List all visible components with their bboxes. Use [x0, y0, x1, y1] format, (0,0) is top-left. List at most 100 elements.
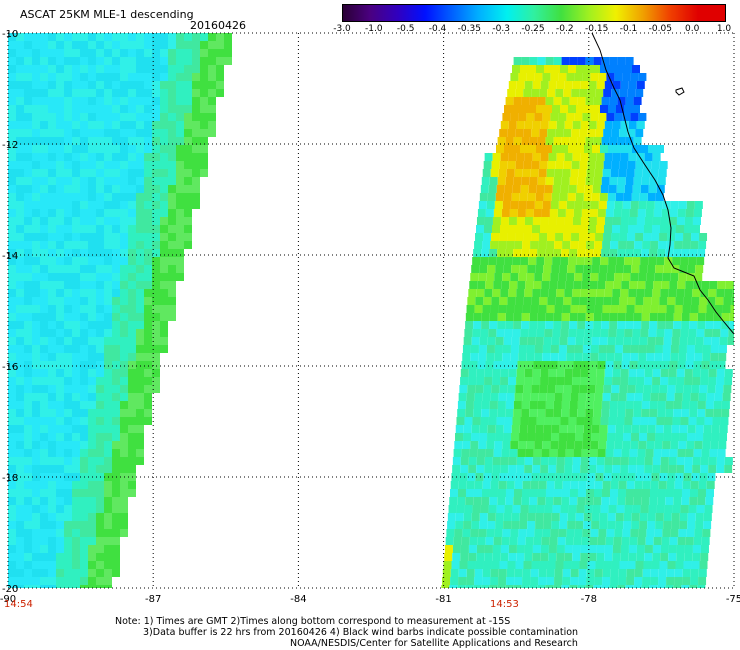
swath-cell-right	[588, 153, 597, 161]
swath-cell-right	[676, 553, 685, 561]
swath-cell-right	[532, 545, 541, 553]
swath-cell-right	[652, 545, 661, 553]
swath-cell-left	[32, 297, 40, 305]
swath-cell-left	[24, 553, 32, 561]
swath-cell-right	[632, 329, 641, 337]
swath-cell-left	[88, 257, 96, 265]
swath-cell-left	[144, 393, 152, 401]
swath-cell-right	[723, 297, 732, 305]
swath-cell-right	[553, 313, 562, 321]
swath-cell-right	[615, 513, 624, 521]
swath-cell-left	[88, 97, 96, 105]
swath-cell-left	[176, 49, 184, 57]
swath-cell-right	[610, 569, 619, 577]
swath-cell-right	[508, 465, 517, 473]
swath-cell-left	[32, 577, 40, 585]
swath-cell-right	[586, 305, 595, 313]
swath-cell-left	[104, 385, 112, 393]
swath-cell-left	[144, 361, 152, 369]
swath-cell-right	[569, 489, 578, 497]
swath-cell-left	[16, 441, 24, 449]
swath-cell-right	[628, 465, 637, 473]
swath-cell-left	[48, 49, 56, 57]
swath-cell-left	[144, 241, 152, 249]
swath-cell-right	[518, 441, 527, 449]
swath-cell-right	[532, 153, 541, 161]
swath-cell-right	[563, 473, 572, 481]
swath-cell-right	[495, 521, 504, 529]
swath-cell-right	[547, 561, 556, 569]
swath-cell-left	[144, 201, 152, 209]
swath-cell-left	[48, 169, 56, 177]
swath-cell-right	[505, 321, 514, 329]
swath-cell-left	[112, 465, 120, 473]
swath-cell-right	[589, 281, 598, 289]
swath-cell-left	[152, 121, 160, 129]
swath-cell-right	[620, 225, 628, 233]
swath-cell-right	[550, 273, 559, 281]
swath-cell-left	[152, 193, 160, 201]
swath-cell-right	[526, 113, 535, 121]
swath-cell-right	[556, 553, 565, 561]
swath-cell-right	[568, 105, 576, 113]
swath-cell-left	[56, 249, 64, 257]
swath-cell-left	[136, 33, 144, 41]
swath-cell-left	[152, 353, 160, 361]
swath-cell-right	[702, 441, 711, 449]
swath-cell-right	[515, 385, 524, 393]
swath-cell-left	[88, 481, 96, 489]
swath-cell-left	[200, 33, 208, 41]
swath-cell-left	[112, 521, 120, 529]
swath-cell-left	[88, 385, 96, 393]
swath-cell-left	[32, 313, 40, 321]
swath-cell-right	[600, 505, 609, 513]
swath-cell-left	[16, 369, 24, 377]
swath-cell-left	[72, 401, 80, 409]
swath-cell-right	[554, 393, 563, 401]
swath-cell-left	[80, 345, 88, 353]
swath-cell-right	[516, 81, 525, 89]
swath-cell-left	[112, 273, 120, 281]
swath-cell-right	[559, 337, 568, 345]
swath-cell-left	[104, 265, 112, 273]
swath-cell-right	[602, 169, 611, 177]
swath-cell-left	[88, 321, 96, 329]
swath-cell-right	[694, 273, 703, 281]
swath-cell-left	[216, 33, 224, 41]
swath-cell-right	[610, 481, 619, 489]
swath-cell-right	[605, 281, 614, 289]
swath-cell-left	[96, 57, 104, 65]
swath-cell-right	[458, 393, 467, 401]
swath-cell-left	[32, 89, 40, 97]
swath-cell-right	[544, 105, 552, 113]
swath-cell-left	[8, 169, 16, 177]
swath-cell-right	[513, 497, 522, 505]
swath-cell-left	[160, 345, 168, 353]
swath-cell-left	[120, 529, 128, 537]
swath-cell-left	[24, 393, 32, 401]
swath-cell-right	[536, 505, 545, 513]
swath-cell-left	[64, 41, 72, 49]
longitude-tick-label: -84	[290, 594, 306, 605]
swath-cell-right	[555, 473, 564, 481]
swath-cell-left	[176, 153, 184, 161]
swath-cell-right	[626, 393, 635, 401]
swath-cell-left	[88, 521, 96, 529]
swath-cell-right	[561, 409, 570, 417]
swath-cell-right	[504, 185, 513, 193]
swath-cell-right	[489, 321, 498, 329]
swath-cell-right	[520, 105, 528, 113]
swath-cell-right	[479, 425, 488, 433]
swath-cell-right	[670, 273, 679, 281]
swath-cell-left	[96, 289, 104, 297]
swath-cell-right	[501, 361, 510, 369]
swath-cell-right	[478, 529, 487, 537]
swath-cell-left	[32, 121, 40, 129]
swath-cell-right	[489, 401, 498, 409]
swath-cell-right	[543, 433, 552, 441]
swath-cell-left	[24, 465, 32, 473]
swath-cell-right	[481, 497, 490, 505]
swath-cell-right	[662, 529, 671, 537]
swath-cell-right	[471, 265, 480, 273]
swath-cell-left	[88, 561, 96, 569]
